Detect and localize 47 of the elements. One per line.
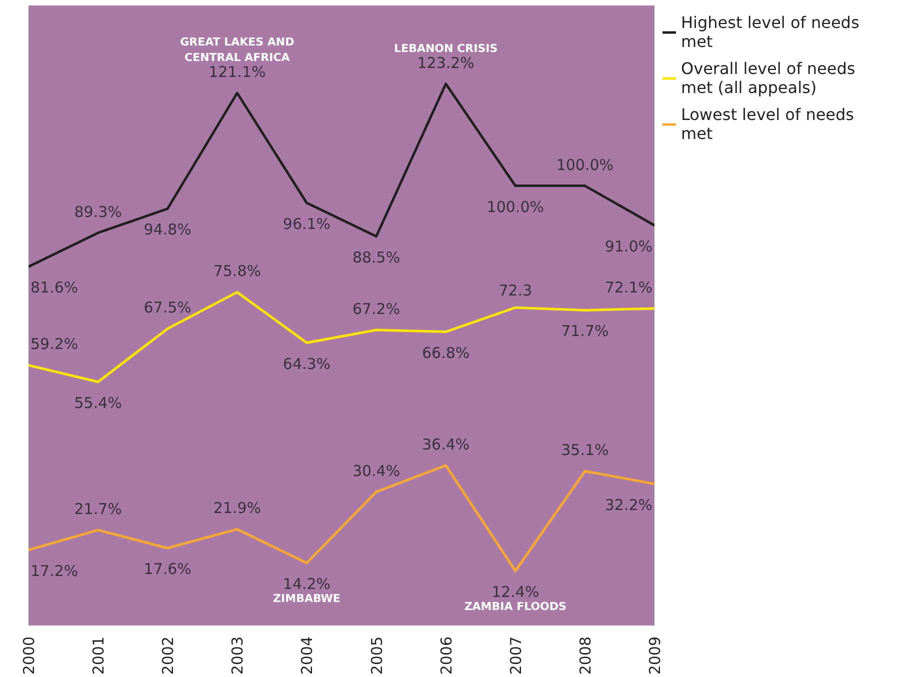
x-tick-label: 2007 <box>506 636 525 675</box>
data-label: 72.1% <box>604 278 653 296</box>
x-tick-label: 2005 <box>368 636 386 675</box>
data-label: 21.9% <box>213 499 261 518</box>
data-label: 81.6% <box>30 278 78 297</box>
data-label: 30.4% <box>352 462 400 480</box>
data-label: 17.6% <box>144 560 192 578</box>
data-label: 91.0% <box>604 237 653 256</box>
data-label: 71.7% <box>561 322 609 340</box>
data-label: 67.2% <box>352 300 400 318</box>
data-label: 67.5% <box>144 298 192 317</box>
x-tick-label: 2008 <box>576 636 594 675</box>
legend-label: Overall level of needs met (all appeals) <box>681 59 856 97</box>
data-label: 94.8% <box>144 220 192 239</box>
data-label: 100.0% <box>486 198 544 216</box>
data-label: 12.4% <box>492 582 540 601</box>
data-label: 121.1% <box>208 63 266 82</box>
annotation: ZIMBABWE <box>273 592 340 606</box>
data-label: 32.2% <box>604 496 653 514</box>
data-label: 100.0% <box>556 156 614 174</box>
x-tick-label: 2009 <box>646 636 664 675</box>
annotation: LEBANON CRISIS <box>394 42 498 55</box>
data-label: 75.8% <box>213 262 261 280</box>
data-label: 64.3% <box>282 354 331 373</box>
data-label: 96.1% <box>282 214 331 233</box>
x-tick-label: 2001 <box>90 636 108 675</box>
annotation: GREAT LAKES AND CENTRAL AFRICA <box>180 35 294 64</box>
data-label: 88.5% <box>352 248 400 266</box>
data-label: 35.1% <box>561 441 609 460</box>
data-label: 21.7% <box>74 500 122 518</box>
data-label: 66.8% <box>422 344 470 362</box>
data-label: 36.4% <box>422 435 470 454</box>
data-label: 123.2% <box>417 54 474 72</box>
x-tick-label: 2004 <box>298 636 316 675</box>
x-tick-label: 2002 <box>159 636 178 675</box>
data-label: 59.2% <box>30 335 78 354</box>
data-label: 55.4% <box>74 394 122 412</box>
data-label: 89.3% <box>74 202 122 221</box>
data-label: 17.2% <box>30 562 78 580</box>
legend-label: Highest level of needs met <box>681 13 860 51</box>
data-label: 72.3 <box>498 282 532 300</box>
x-tick-label: 2000 <box>20 636 38 675</box>
x-tick-label: 2006 <box>437 636 456 675</box>
data-label: 14.2% <box>282 575 331 594</box>
x-tick-label: 2003 <box>228 636 247 675</box>
legend-label: Lowest level of needs met <box>681 105 854 143</box>
annotation: ZAMBIA FLOODS <box>464 600 567 613</box>
